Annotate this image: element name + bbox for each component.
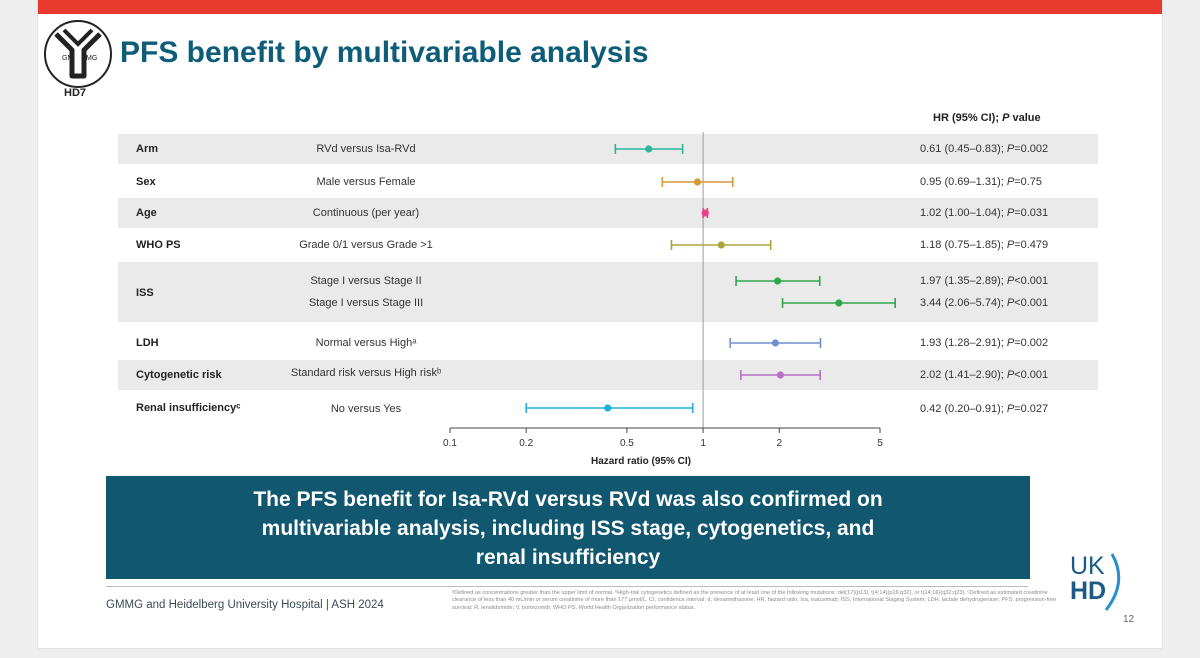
- summary-line: multivariable analysis, including ISS st…: [261, 517, 875, 540]
- comparison-label: No versus Yes: [330, 403, 402, 415]
- logo-right-text: MG: [86, 55, 97, 62]
- hr-value: 0.95 (0.69–1.31); P=0.75: [920, 176, 1043, 188]
- hr-value: 1.18 (0.75–1.85); P=0.479: [920, 239, 1049, 251]
- row-band: [118, 198, 1098, 228]
- x-tick-label: 0.1: [443, 438, 457, 449]
- hr-point: [776, 371, 784, 379]
- hr-point: [604, 404, 612, 412]
- comparison-label: Normal versus Highᵃ: [315, 337, 417, 349]
- slide: GM MG HD7 PFS benefit by multivariable a…: [38, 0, 1162, 648]
- group-label-renal-insufficiency: Renal insufficiencyᶜ: [136, 402, 241, 414]
- hr-value: 2.02 (1.41–2.90); P<0.001: [920, 369, 1049, 381]
- comparison-label: Stage I versus Stage III: [308, 297, 424, 309]
- x-tick-label: 2: [777, 438, 783, 449]
- comparison-label: Male versus Female: [316, 176, 416, 188]
- hr-point: [645, 145, 653, 153]
- forest-plot: 0.1 0.2 0.5 1 2 5 Hazard ratio (95% CI): [443, 132, 896, 467]
- summary-message-box: The PFS benefit for Isa-RVd versus RVd w…: [106, 476, 1030, 579]
- group-label-iss: ISS: [136, 287, 154, 299]
- footnote: ᵃDefined as concentrations greater than …: [452, 590, 1057, 611]
- hr-point: [835, 299, 843, 307]
- page-number: 12: [1123, 614, 1135, 625]
- hr-value: 1.93 (1.28–2.91); P=0.002: [920, 337, 1049, 349]
- row-band: [118, 360, 1098, 390]
- footer-divider: [106, 586, 1028, 587]
- hr-point: [774, 277, 782, 285]
- hr-value: 1.02 (1.00–1.04); P=0.031: [920, 207, 1049, 219]
- comparison-label: Continuous (per year): [312, 207, 420, 219]
- x-tick-label: 5: [877, 438, 883, 449]
- comparison-label: Stage I versus Stage II: [310, 275, 422, 287]
- group-label-ldh: LDH: [136, 337, 159, 349]
- row-band: [118, 262, 1098, 322]
- hr-value: 1.97 (1.35–2.89); P<0.001: [920, 275, 1049, 287]
- top-accent-bar: [38, 0, 1162, 14]
- hr-point: [771, 339, 779, 347]
- group-label-who-ps: WHO PS: [136, 239, 181, 251]
- hr-value: 3.44 (2.06–5.74); P<0.001: [920, 297, 1049, 309]
- comparison-label: Grade 0/1 versus Grade >1: [299, 239, 433, 251]
- hd7-logo-icon: GM MG HD7: [44, 20, 112, 98]
- ukhd-logo-bottom: HD: [1070, 577, 1107, 605]
- group-label-arm: Arm: [136, 143, 159, 155]
- x-tick-label: 1: [700, 438, 706, 449]
- x-axis-title: Hazard ratio (95% CI): [591, 456, 691, 467]
- hr-value: 0.42 (0.20–0.91); P=0.027: [920, 403, 1049, 415]
- hr-column-header: HR (95% CI); P value: [933, 112, 1041, 124]
- hr-point: [701, 209, 709, 217]
- logo-caption: HD7: [64, 87, 86, 98]
- ukhd-logo-top: UK: [1070, 552, 1105, 580]
- x-tick-label: 0.2: [519, 438, 533, 449]
- hr-value: 0.61 (0.45–0.83); P=0.002: [920, 143, 1049, 155]
- ukhd-logo-icon: UK HD: [1066, 552, 1126, 612]
- ukhd-swoosh-icon: [1104, 553, 1121, 611]
- hr-point: [693, 178, 702, 186]
- group-label-sex: Sex: [136, 176, 156, 188]
- summary-line: The PFS benefit for Isa-RVd versus RVd w…: [253, 488, 883, 511]
- comparison-label: Standard risk versus High riskᵇ: [290, 367, 442, 379]
- logo-left-text: GM: [62, 55, 73, 62]
- summary-line: renal insufficiency: [475, 546, 661, 569]
- group-label-age: Age: [136, 207, 157, 219]
- hr-point: [717, 241, 725, 249]
- comparison-label: RVd versus Isa-RVd: [316, 143, 416, 155]
- x-tick-label: 0.5: [620, 438, 634, 449]
- group-label-cytogenetic-risk: Cytogenetic risk: [136, 369, 222, 381]
- page-title: PFS benefit by multivariable analysis: [120, 36, 649, 69]
- row-band: [118, 134, 1098, 164]
- footer-source: GMMG and Heidelberg University Hospital …: [106, 599, 384, 611]
